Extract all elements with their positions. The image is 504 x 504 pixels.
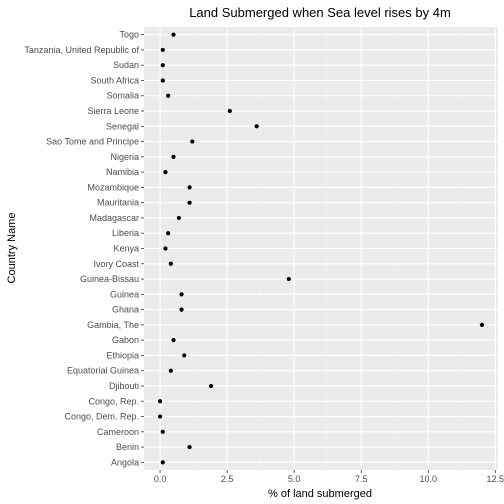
y-tick-label: Djibouti	[109, 381, 139, 391]
y-tick-label: Cameroon	[97, 427, 139, 437]
y-tick-label: Senegal	[106, 121, 139, 131]
y-tick-label: Nigeria	[110, 152, 139, 162]
y-tick-label: Mozambique	[87, 182, 139, 192]
data-point	[160, 47, 165, 53]
data-point	[187, 200, 192, 205]
x-tick-label: 5.0	[288, 474, 301, 484]
data-point	[168, 261, 173, 266]
data-point	[160, 460, 165, 465]
y-tick-label: Congo, Dem. Rep.	[64, 412, 139, 422]
data-point	[171, 154, 176, 159]
y-tick-label: Tanzania, United Republic of	[24, 45, 139, 55]
data-point	[254, 124, 259, 129]
data-point	[179, 307, 184, 312]
data-point	[190, 139, 195, 144]
data-point	[168, 368, 173, 373]
data-point	[160, 63, 165, 68]
y-tick-label: South Africa	[90, 75, 139, 85]
data-point	[182, 353, 187, 358]
x-tick-label: 0.0	[154, 474, 167, 484]
x-axis-title: % of land submerged	[268, 488, 372, 500]
y-tick-label: Somalia	[106, 91, 139, 101]
x-tick-label: 7.5	[355, 474, 368, 484]
y-tick-label: Guinea-Bissau	[80, 274, 139, 284]
data-point	[157, 399, 163, 404]
y-tick-label: Gambia, The	[87, 320, 139, 330]
data-point	[208, 383, 214, 389]
grid-major	[144, 27, 498, 470]
data-point	[166, 93, 171, 98]
y-tick-label: Ghana	[112, 305, 139, 315]
y-tick-label: Sao Tome and Principe	[46, 137, 139, 147]
data-point	[163, 246, 168, 251]
data-point	[157, 414, 163, 419]
y-tick-label: Guinea	[110, 289, 139, 299]
y-tick-label: Equatorial Guinea	[67, 366, 139, 376]
data-point	[187, 444, 192, 450]
y-tick-label: Sudan	[113, 60, 139, 70]
y-tick-label: Ivory Coast	[93, 259, 139, 269]
data-point	[179, 292, 184, 297]
data-point	[160, 429, 165, 434]
y-tick-label: Benin	[116, 442, 139, 452]
data-point	[187, 185, 192, 190]
y-tick-label: Congo, Rep.	[88, 396, 139, 406]
y-tick-label: Kenya	[113, 244, 139, 254]
y-tick-label: Ethiopia	[106, 350, 139, 360]
y-axis-title: Country Name	[6, 213, 18, 284]
data-point	[227, 108, 232, 114]
data-points	[157, 32, 485, 465]
y-tick-label: Mauritania	[97, 198, 139, 208]
y-tick-label: Madagascar	[89, 213, 139, 223]
data-point	[286, 276, 291, 282]
data-point	[160, 78, 165, 83]
data-point	[171, 32, 176, 37]
data-point	[163, 170, 168, 175]
x-tick-label: 12.5	[487, 474, 504, 484]
x-tick-label: 10.0	[420, 474, 438, 484]
data-point	[479, 322, 485, 327]
chart-title: Land Submerged when Sea level rises by 4…	[189, 5, 451, 20]
y-tick-label: Sierra Leone	[87, 106, 139, 116]
data-point	[166, 231, 171, 236]
y-tick-label: Angola	[111, 457, 139, 467]
y-tick-label: Namibia	[106, 167, 139, 177]
x-tick-label: 2.5	[221, 474, 234, 484]
data-point	[176, 215, 181, 221]
y-tick-label: Gabon	[112, 335, 139, 345]
y-tick-label: Liberia	[112, 228, 139, 238]
y-tick-label: Togo	[119, 30, 139, 40]
y-axis-ticks: Angola Benin Cameroon Congo, Dem. Rep. Congo…	[24, 30, 144, 467]
data-point	[171, 338, 176, 343]
x-axis-ticks: 0.0 2.5 5.0 7.5 10.0 12.5	[154, 470, 504, 484]
